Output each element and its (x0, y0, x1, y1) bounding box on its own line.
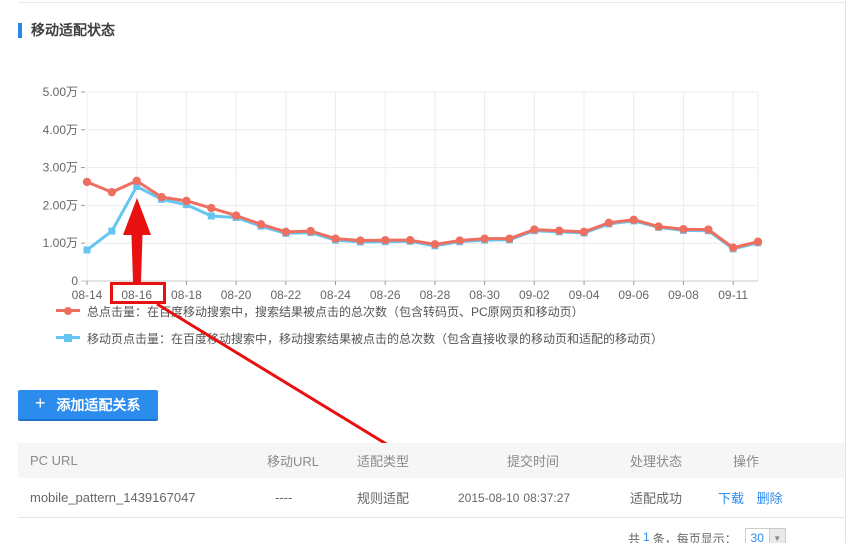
cell-actions: 下载 删除 (718, 488, 845, 507)
header-pc-url: PC URL (30, 453, 78, 468)
chart-legend: 总点击量：在百度移动搜索中，搜索结果被点击的总次数（包含转码页、PC原网页和移动… (56, 303, 663, 357)
cell-status: 适配成功 (630, 491, 683, 506)
total-prefix: 共 (628, 532, 641, 543)
page-title: 移动适配状态 (18, 20, 115, 40)
cell-mobile-url: ---- (275, 490, 293, 505)
data-point[interactable] (728, 243, 738, 252)
y-axis-label: 5.00万 (43, 85, 78, 99)
data-point[interactable] (182, 196, 191, 206)
page-size-label: 条，每页显示： (652, 532, 737, 543)
data-point[interactable] (505, 234, 514, 243)
header-adapt-type: 适配类型 (357, 454, 410, 469)
data-point[interactable] (405, 235, 415, 245)
data-point[interactable] (207, 212, 215, 220)
data-point[interactable] (704, 225, 713, 234)
data-point[interactable] (132, 176, 141, 186)
data-point[interactable] (753, 237, 763, 246)
data-point[interactable] (629, 215, 638, 224)
submit-date: 2015-08-10 (458, 490, 520, 505)
page-title-text: 移动适配状态 (31, 22, 115, 38)
data-point[interactable] (256, 220, 266, 229)
series-line (86, 185, 759, 252)
page-size-select[interactable]: 30 ▼ (744, 528, 786, 543)
legend-label: 总点击量：在百度移动搜索中，搜索结果被点击的总次数（包含转码页、PC原网页和移动… (87, 305, 584, 319)
data-point[interactable] (231, 211, 241, 220)
data-point[interactable] (82, 177, 92, 187)
data-point[interactable] (207, 203, 216, 213)
legend-label: 移动页点击量：在百度移动搜索中，移动搜索结果被点击的总次数（包含直接收录的移动页… (87, 332, 664, 346)
header-status: 处理状态 (630, 454, 683, 469)
header-submit-time: 提交时间 (507, 454, 560, 469)
data-point[interactable] (679, 225, 688, 234)
cell-pc-url: mobile_pattern_1439167047 (30, 490, 196, 505)
data-point[interactable] (108, 227, 116, 235)
data-point[interactable] (133, 183, 141, 190)
download-link[interactable]: 下载 (718, 491, 745, 506)
x-axis-label: 08-14 (72, 288, 103, 302)
cell-submit-time: 2015-08-10 08:37:27 (458, 491, 630, 505)
x-axis-label: 08-30 (469, 288, 500, 302)
x-axis-label: 09-11 (718, 288, 748, 302)
data-point[interactable] (654, 222, 663, 231)
data-point[interactable] (530, 225, 539, 234)
data-point[interactable] (157, 192, 166, 202)
x-axis-label: 08-28 (420, 288, 451, 302)
y-axis-label: 0 (71, 274, 78, 288)
x-axis-label: 09-08 (668, 288, 699, 302)
data-point[interactable] (480, 234, 489, 243)
data-point[interactable] (579, 227, 589, 237)
x-axis-label: 09-04 (569, 288, 600, 302)
table-row: mobile_pattern_1439167047 ---- 规则适配 2015… (18, 478, 845, 518)
clicks-trend-chart[interactable]: 5.00万 4.00万 3.00万 2.00万 1.00万 008-14 08-16 08-1… (28, 80, 773, 308)
right-divider (845, 0, 846, 543)
annotation-box-x-label (110, 282, 166, 304)
data-point[interactable] (381, 235, 390, 245)
y-axis-label: 1.00万 (43, 236, 78, 250)
pagination-bar: 共 1 条，每页显示： 30 ▼ (628, 528, 786, 543)
data-point[interactable] (430, 240, 440, 249)
legend-item-total-clicks: 总点击量：在百度移动搜索中，搜索结果被点击的总次数（包含转码页、PC原网页和移动… (56, 303, 663, 320)
x-axis-label: 08-18 (171, 288, 202, 302)
y-axis-label: 4.00万 (43, 123, 78, 137)
cell-adapt-type: 规则适配 (357, 491, 410, 506)
delete-link[interactable]: 删除 (756, 491, 783, 506)
data-point[interactable] (306, 226, 315, 236)
legend-item-mobile-clicks: 移动页点击量：在百度移动搜索中，移动搜索结果被点击的总次数（包含直接收录的移动页… (56, 330, 663, 347)
title-accent-bar-icon (18, 22, 22, 38)
data-point[interactable] (107, 187, 117, 197)
data-point[interactable] (331, 234, 340, 243)
table-header-row: PC URL 移动URL 适配类型 提交时间 处理状态 操作 (18, 443, 845, 478)
data-point[interactable] (83, 246, 91, 254)
data-point[interactable] (356, 236, 365, 245)
add-adaptation-button-label: 添加适配关系 (56, 396, 141, 413)
page-size-value: 30 (744, 528, 770, 543)
adaptation-table: PC URL 移动URL 适配类型 提交时间 处理状态 操作 mobile_pa… (18, 443, 845, 518)
x-axis-label: 08-22 (270, 288, 301, 302)
add-adaptation-button[interactable]: + 添加适配关系 (18, 390, 158, 421)
data-point[interactable] (455, 236, 464, 245)
chevron-down-icon: ▼ (769, 528, 786, 543)
header-actions: 操作 (733, 454, 760, 469)
x-axis-label: 08-16 (121, 288, 152, 302)
x-axis-label: 08-20 (221, 288, 252, 302)
x-axis-label: 08-24 (320, 288, 351, 302)
submit-clock: 08:37:27 (523, 490, 571, 505)
top-divider (18, 2, 845, 3)
plus-icon: + (35, 393, 46, 413)
total-clicks-marker-icon (56, 304, 80, 317)
y-axis-label: 3.00万 (43, 161, 78, 175)
x-axis-label: 09-02 (519, 288, 550, 302)
x-axis-label: 08-26 (370, 288, 401, 302)
data-point[interactable] (281, 227, 291, 237)
data-point[interactable] (554, 226, 564, 235)
data-point[interactable] (604, 218, 614, 227)
header-mobile-url: 移动URL (267, 454, 320, 469)
series-line (86, 179, 759, 250)
y-axis-label: 2.00万 (43, 198, 78, 212)
total-count: 1 (643, 530, 650, 543)
x-axis-label: 09-06 (618, 288, 649, 302)
mobile-clicks-marker-icon (56, 331, 80, 344)
